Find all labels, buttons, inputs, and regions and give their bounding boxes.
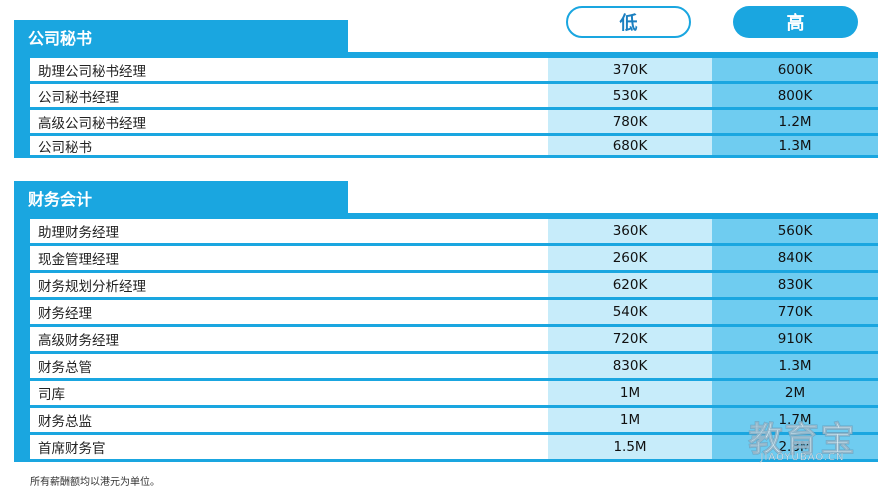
- low-salary-cell: 1M: [548, 381, 712, 405]
- section-company-secretary: 公司秘书 助理公司秘书经理 370K 600K 公司秘书经理 530K 800K…: [14, 20, 878, 162]
- job-title-cell: 司库: [30, 381, 548, 405]
- job-title-cell: 财务总管: [30, 354, 548, 378]
- job-title-cell: 公司秘书经理: [30, 84, 548, 107]
- section-divider: [14, 213, 878, 216]
- job-title-cell: 财务规划分析经理: [30, 273, 548, 297]
- low-salary-cell: 540K: [548, 300, 712, 324]
- table-row: 高级财务经理 720K 910K: [30, 327, 878, 351]
- watermark-name: 教育宝: [748, 420, 857, 461]
- job-title-cell: 首席财务官: [30, 435, 548, 459]
- table-row: 助理公司秘书经理 370K 600K: [30, 58, 878, 81]
- high-salary-cell: 1.3M: [712, 136, 878, 155]
- footnote: 所有薪酬额均以港元为单位。: [30, 477, 160, 488]
- job-title-cell: 财务总监: [30, 408, 548, 432]
- section-divider: [14, 52, 878, 55]
- high-salary-cell: 1.3M: [712, 354, 878, 378]
- high-salary-cell: 830K: [712, 273, 878, 297]
- table-row: 助理财务经理 360K 560K: [30, 219, 878, 243]
- table-row: 公司秘书经理 530K 800K: [30, 84, 878, 107]
- job-title-cell: 助理公司秘书经理: [30, 58, 548, 81]
- high-salary-cell: 1.2M: [712, 110, 878, 133]
- watermark-url: JIAOYUBAO.CN: [760, 452, 845, 463]
- high-salary-cell: 2M: [712, 381, 878, 405]
- job-title-cell: 财务经理: [30, 300, 548, 324]
- section-table: 助理财务经理 360K 560K 现金管理经理 260K 840K 财务规划分析…: [14, 216, 878, 462]
- job-title-cell: 高级财务经理: [30, 327, 548, 351]
- high-column-header: 高: [733, 6, 858, 38]
- job-title-cell: 助理财务经理: [30, 219, 548, 243]
- section-title: 财务会计: [14, 181, 348, 215]
- table-row: 司库 1M 2M: [30, 381, 878, 405]
- section-title: 公司秘书: [14, 20, 348, 54]
- table-row: 财务总监 1M 1.7M: [30, 408, 878, 432]
- low-salary-cell: 680K: [548, 136, 712, 155]
- low-column-header: 低: [566, 6, 691, 38]
- low-salary-cell: 830K: [548, 354, 712, 378]
- low-salary-cell: 1M: [548, 408, 712, 432]
- low-salary-cell: 1.5M: [548, 435, 712, 459]
- low-salary-cell: 530K: [548, 84, 712, 107]
- low-salary-cell: 720K: [548, 327, 712, 351]
- section-table: 助理公司秘书经理 370K 600K 公司秘书经理 530K 800K 高级公司…: [14, 55, 878, 158]
- table-row: 公司秘书 680K 1.3M: [30, 136, 878, 156]
- high-salary-cell: 910K: [712, 327, 878, 351]
- watermark-logo: 教育宝 JIAOYUBAO.CN: [740, 412, 865, 466]
- table-row: 高级公司秘书经理 780K 1.2M: [30, 110, 878, 133]
- high-salary-cell: 2.8M: [712, 435, 878, 459]
- low-salary-cell: 360K: [548, 219, 712, 243]
- table-row: 现金管理经理 260K 840K: [30, 246, 878, 270]
- table-row: 财务经理 540K 770K: [30, 300, 878, 324]
- low-salary-cell: 260K: [548, 246, 712, 270]
- high-salary-cell: 600K: [712, 58, 878, 81]
- high-salary-cell: 770K: [712, 300, 878, 324]
- table-row: 财务总管 830K 1.3M: [30, 354, 878, 378]
- high-salary-cell: 1.7M: [712, 408, 878, 432]
- table-row: 财务规划分析经理 620K 830K: [30, 273, 878, 297]
- low-salary-cell: 780K: [548, 110, 712, 133]
- low-salary-cell: 620K: [548, 273, 712, 297]
- section-finance-accounting: 财务会计 助理财务经理 360K 560K 现金管理经理 260K 840K 财…: [14, 181, 878, 465]
- job-title-cell: 现金管理经理: [30, 246, 548, 270]
- high-salary-cell: 800K: [712, 84, 878, 107]
- high-salary-cell: 840K: [712, 246, 878, 270]
- job-title-cell: 高级公司秘书经理: [30, 110, 548, 133]
- low-salary-cell: 370K: [548, 58, 712, 81]
- job-title-cell: 公司秘书: [30, 136, 548, 156]
- high-salary-cell: 560K: [712, 219, 878, 243]
- table-row: 首席财务官 1.5M 2.8M: [30, 435, 878, 459]
